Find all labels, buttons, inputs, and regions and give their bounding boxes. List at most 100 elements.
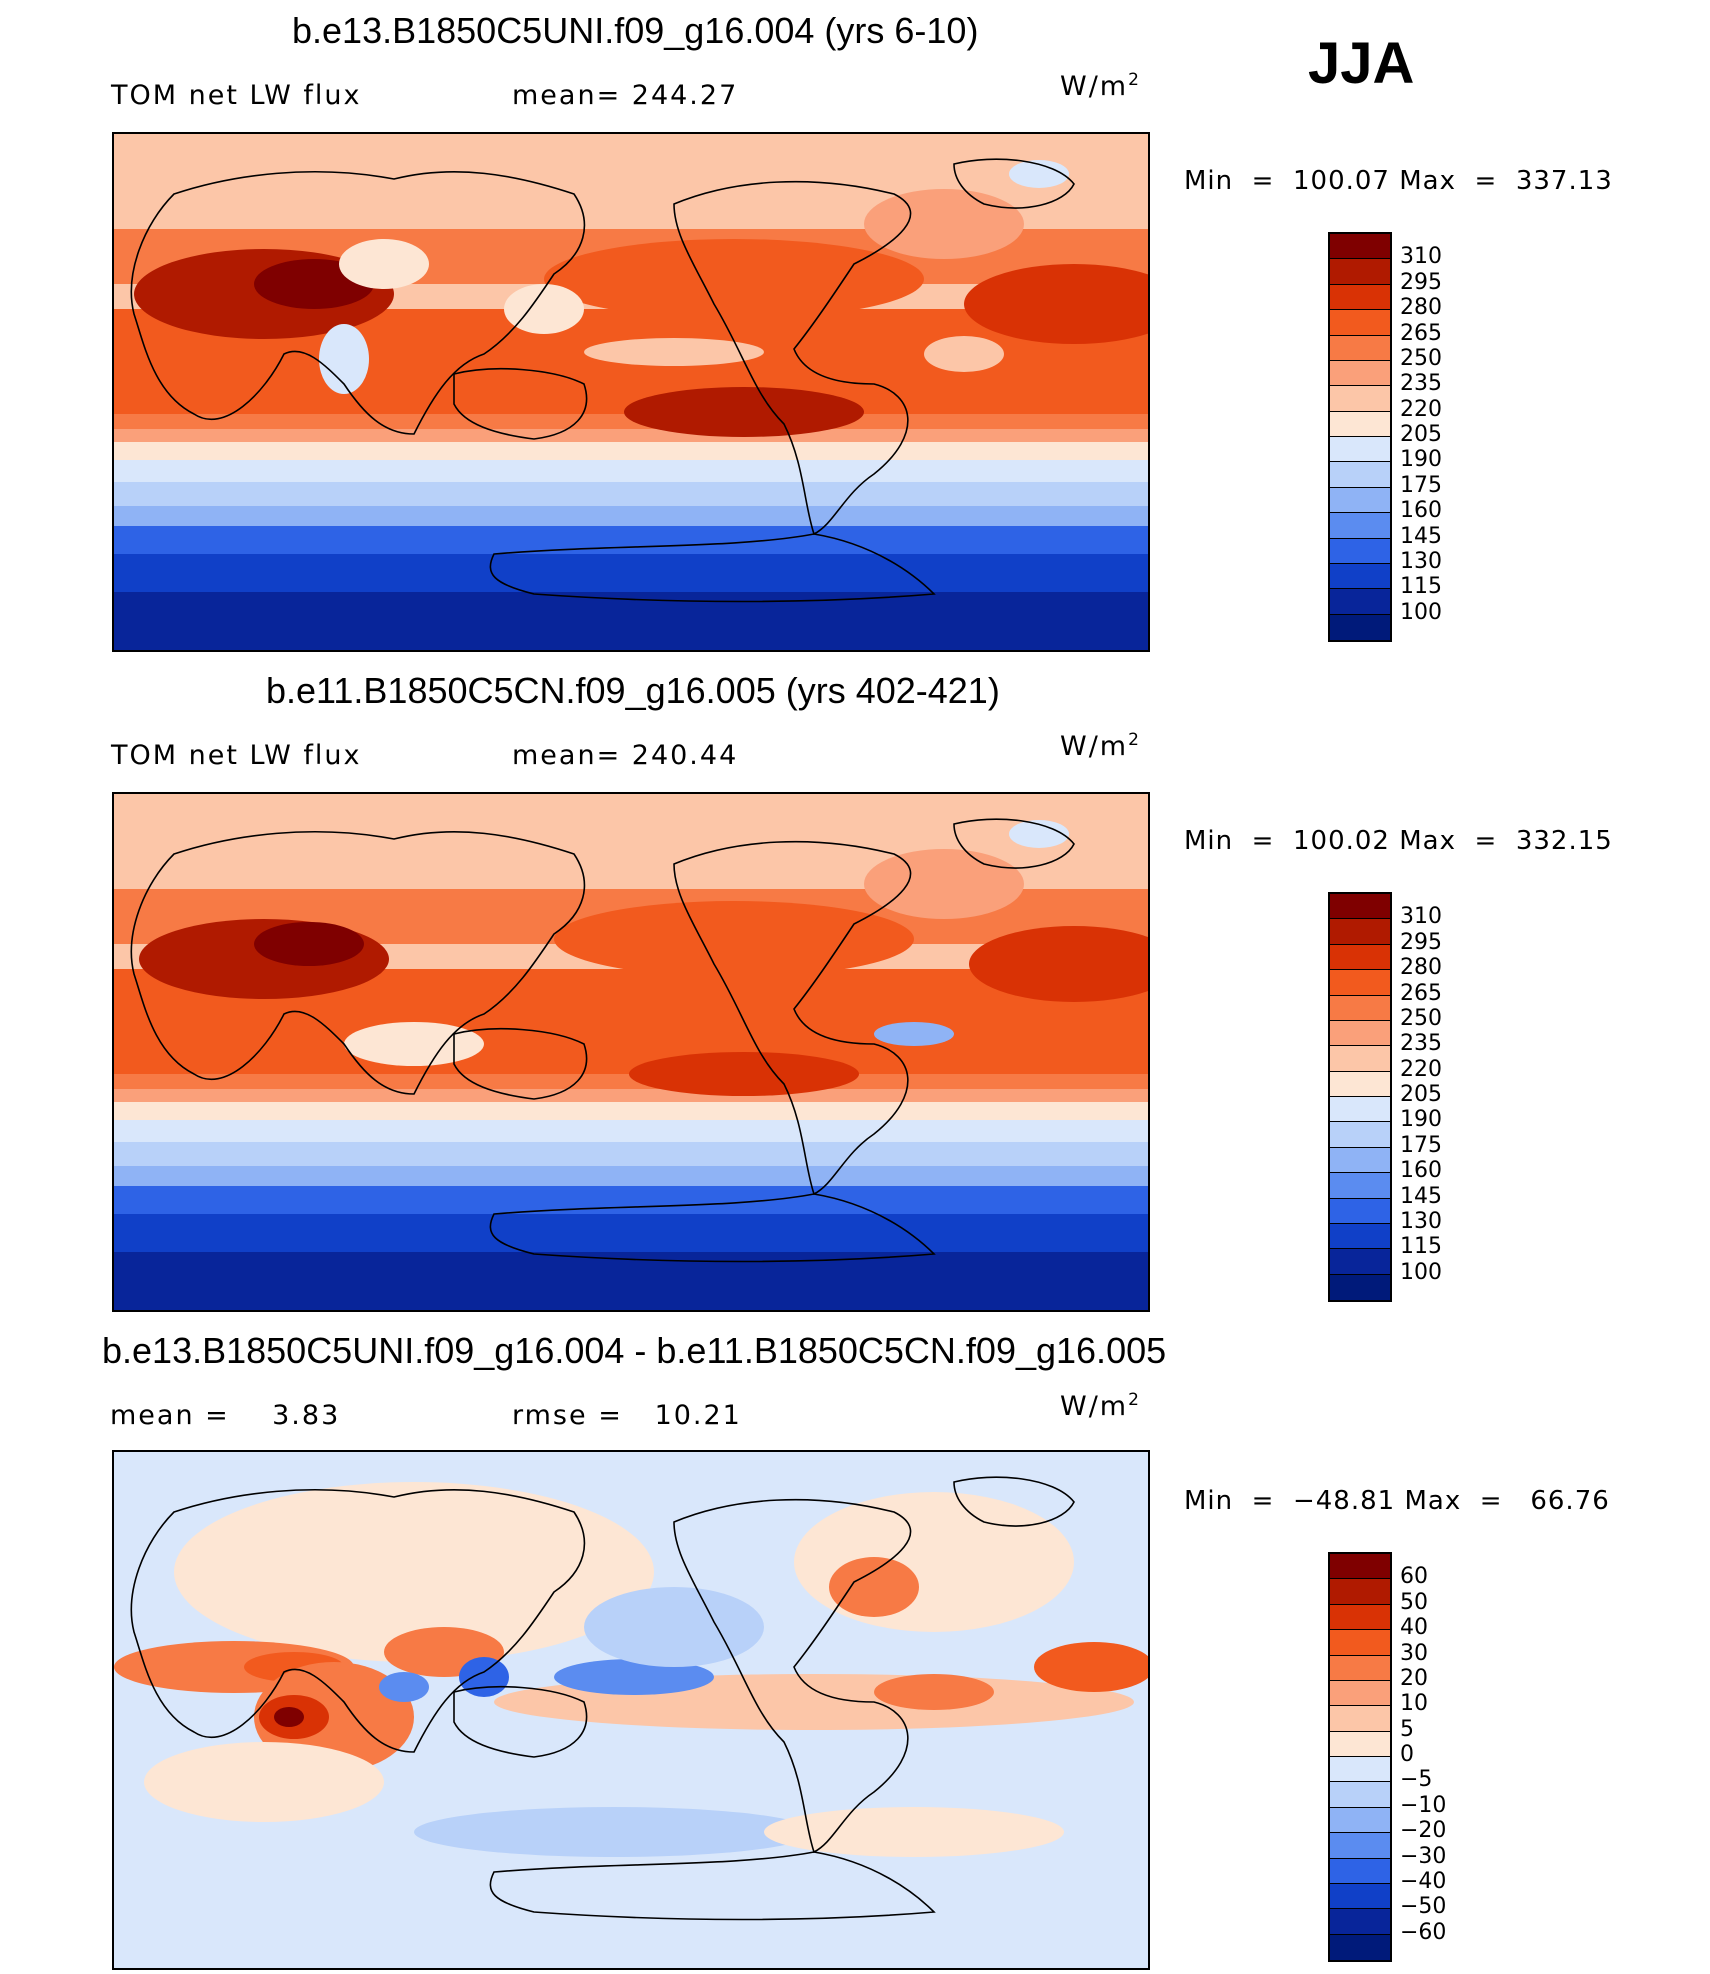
colorbar-swatch xyxy=(1330,563,1390,590)
season-label: JJA xyxy=(1308,31,1415,96)
panel1-units: W/m2 xyxy=(1060,70,1141,102)
colorbar-tick-label: 205 xyxy=(1400,1082,1442,1107)
colorbar-swatch xyxy=(1330,1858,1390,1884)
colorbar-tick-label: −60 xyxy=(1400,1919,1447,1945)
colorbar-swatch xyxy=(1330,970,1390,996)
colorbar-swatch xyxy=(1330,284,1390,311)
colorbar-tick-label: −40 xyxy=(1400,1868,1447,1894)
colorbar-swatch xyxy=(1330,1706,1390,1732)
colorbar-swatch xyxy=(1330,437,1390,463)
colorbar-swatch xyxy=(1330,1680,1390,1707)
colorbar-tick-label: 190 xyxy=(1400,1107,1442,1133)
panel3-colorbar xyxy=(1328,1552,1392,1962)
panel3-rmse: rmse = 10.21 xyxy=(512,1400,742,1431)
colorbar-tick-label: −20 xyxy=(1400,1818,1447,1844)
panel1-mean-label: mean= 244.27 xyxy=(512,80,739,111)
panel3-minmax: Min = −48.81 Max = 66.76 xyxy=(1184,1486,1610,1516)
colorbar-tick-label: 250 xyxy=(1400,345,1442,371)
panel1-map-graphic xyxy=(114,134,1148,650)
colorbar-swatch xyxy=(1330,335,1390,361)
colorbar-swatch xyxy=(1330,462,1390,488)
colorbar-tick-label: 50 xyxy=(1400,1589,1428,1615)
panel3-title: b.e13.B1850C5UNI.f09_g16.004 - b.e11.B18… xyxy=(102,1330,1167,1371)
colorbar-swatch xyxy=(1330,614,1390,640)
colorbar-swatch xyxy=(1330,1122,1390,1148)
colorbar-tick-label: −30 xyxy=(1400,1843,1447,1869)
colorbar-swatch xyxy=(1330,1579,1390,1605)
colorbar-tick-label: 160 xyxy=(1400,1158,1442,1184)
colorbar-swatch xyxy=(1330,1071,1390,1097)
colorbar-tick-label: 310 xyxy=(1400,904,1442,930)
colorbar-tick-label: 310 xyxy=(1400,244,1442,270)
panel2-colorbar xyxy=(1328,892,1392,1302)
colorbar-tick-label: 250 xyxy=(1400,1005,1442,1031)
colorbar-tick-label: 30 xyxy=(1400,1640,1428,1666)
colorbar-swatch xyxy=(1330,1249,1390,1275)
colorbar-tick-label: 0 xyxy=(1400,1742,1414,1767)
colorbar-tick-label: 130 xyxy=(1400,1208,1442,1234)
colorbar-tick-label: 130 xyxy=(1400,548,1442,574)
colorbar-swatch xyxy=(1330,411,1390,437)
colorbar-swatch xyxy=(1330,1807,1390,1834)
colorbar-swatch xyxy=(1330,1934,1390,1960)
colorbar-swatch xyxy=(1330,589,1390,615)
colorbar-swatch xyxy=(1330,1731,1390,1757)
colorbar-swatch xyxy=(1330,1274,1390,1300)
panel2-variable-label: TOM net LW flux xyxy=(111,740,362,771)
colorbar-tick-label: 20 xyxy=(1400,1665,1428,1691)
colorbar-tick-label: 5 xyxy=(1400,1716,1414,1742)
colorbar-swatch xyxy=(1330,1655,1390,1681)
panel2-map-graphic xyxy=(114,794,1148,1310)
colorbar-tick-label: 235 xyxy=(1400,371,1442,397)
colorbar-swatch xyxy=(1330,310,1390,336)
panel2-units: W/m2 xyxy=(1060,730,1141,762)
colorbar-tick-label: −5 xyxy=(1400,1767,1433,1793)
panel1-variable-label: TOM net LW flux xyxy=(111,80,362,111)
panel1-minmax: Min = 100.07 Max = 337.13 xyxy=(1184,166,1613,196)
colorbar-swatch xyxy=(1330,944,1390,971)
colorbar-tick-label: −50 xyxy=(1400,1894,1447,1920)
colorbar-swatch xyxy=(1330,538,1390,564)
colorbar-swatch xyxy=(1330,1173,1390,1199)
panel2-map xyxy=(112,792,1150,1312)
colorbar-tick-label: 100 xyxy=(1400,1259,1442,1285)
panel2-mean-label: mean= 240.44 xyxy=(512,740,739,771)
colorbar-swatch xyxy=(1330,259,1390,285)
colorbar-tick-label: 115 xyxy=(1400,574,1442,600)
panel1-title: b.e13.B1850C5UNI.f09_g16.004 (yrs 6-10) xyxy=(292,10,979,51)
colorbar-swatch xyxy=(1330,919,1390,945)
colorbar-swatch xyxy=(1330,1782,1390,1808)
colorbar-tick-label: 60 xyxy=(1400,1564,1428,1590)
colorbar-swatch xyxy=(1330,1554,1390,1580)
colorbar-swatch xyxy=(1330,513,1390,539)
panel3-units: W/m2 xyxy=(1060,1390,1141,1422)
colorbar-tick-label: 280 xyxy=(1400,295,1442,321)
colorbar-swatch xyxy=(1330,1198,1390,1224)
colorbar-swatch xyxy=(1330,360,1390,387)
colorbar-swatch xyxy=(1330,1147,1390,1174)
colorbar-swatch xyxy=(1330,1833,1390,1859)
colorbar-tick-label: 235 xyxy=(1400,1031,1442,1057)
colorbar-swatch xyxy=(1330,386,1390,412)
colorbar-swatch xyxy=(1330,487,1390,514)
panel2-minmax: Min = 100.02 Max = 332.15 xyxy=(1184,826,1613,856)
colorbar-tick-label: 175 xyxy=(1400,472,1442,498)
colorbar-tick-label: 295 xyxy=(1400,269,1442,295)
panel3-map-graphic xyxy=(114,1452,1148,1968)
colorbar-tick-label: 205 xyxy=(1400,422,1442,447)
colorbar-swatch xyxy=(1330,1909,1390,1935)
colorbar-tick-label: 265 xyxy=(1400,320,1442,346)
panel1-map xyxy=(112,132,1150,652)
colorbar-tick-label: 115 xyxy=(1400,1234,1442,1260)
colorbar-tick-label: 10 xyxy=(1400,1691,1428,1717)
colorbar-tick-label: 145 xyxy=(1400,523,1442,549)
colorbar-swatch xyxy=(1330,1630,1390,1656)
colorbar-swatch xyxy=(1330,1757,1390,1783)
colorbar-tick-label: 190 xyxy=(1400,447,1442,473)
colorbar-tick-label: 145 xyxy=(1400,1183,1442,1209)
colorbar-tick-label: 280 xyxy=(1400,955,1442,981)
colorbar-swatch xyxy=(1330,894,1390,920)
panel2-title: b.e11.B1850C5CN.f09_g16.005 (yrs 402-421… xyxy=(266,670,1000,711)
colorbar-swatch xyxy=(1330,1097,1390,1123)
colorbar-tick-label: 40 xyxy=(1400,1615,1428,1641)
